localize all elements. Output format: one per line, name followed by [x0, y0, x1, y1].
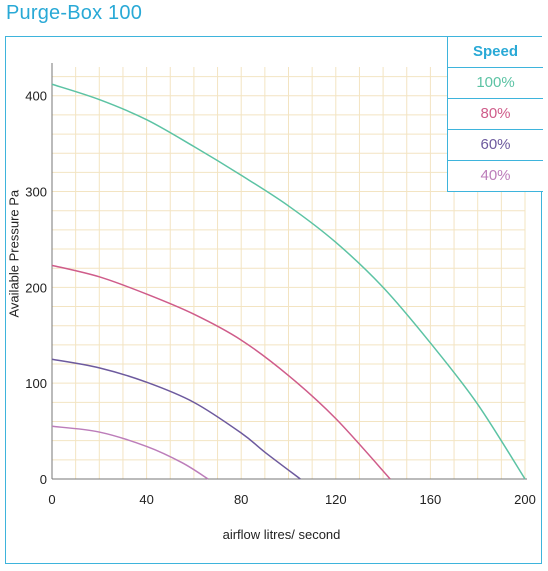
series-line-60-pct [51, 358, 301, 480]
tick-labels: 0 40 80 120 160 200 0 100 200 300 400 [25, 89, 536, 507]
legend-entry-100-pct: 100% [448, 68, 543, 99]
chart-title: Purge-Box 100 [6, 2, 143, 24]
x-tick-label: 120 [325, 492, 347, 507]
y-tick-label: 300 [25, 185, 47, 200]
x-tick-label: 80 [234, 492, 248, 507]
x-tick-label: 0 [48, 492, 55, 507]
y-tick-label: 200 [25, 280, 47, 295]
x-tick-label: 40 [139, 492, 153, 507]
y-tick-label: 100 [25, 376, 47, 391]
y-tick-label: 400 [25, 89, 47, 104]
x-tick-label: 160 [420, 492, 442, 507]
axes [51, 63, 527, 480]
series-line-80-pct [51, 264, 391, 480]
legend-title: Speed [448, 37, 543, 68]
series-line-100-pct [51, 83, 526, 480]
x-axis-label: airflow litres/ second [222, 527, 341, 542]
series-lines [51, 83, 526, 480]
series-line-40-pct [51, 425, 209, 480]
legend-entry-60-pct: 60% [448, 130, 543, 161]
legend-entry-40-pct: 40% [480, 167, 511, 184]
legend: Speed 100% 80% 60% 40% [447, 37, 543, 192]
legend-rows: 100% 80% 60% 40% [448, 68, 543, 191]
legend-entry-80-pct: 80% [448, 99, 543, 130]
chart-frame [5, 36, 542, 564]
x-tick-label: 200 [514, 492, 536, 507]
y-axis-label: Available Pressure Pa [6, 189, 22, 318]
y-tick-label: 0 [40, 472, 47, 487]
